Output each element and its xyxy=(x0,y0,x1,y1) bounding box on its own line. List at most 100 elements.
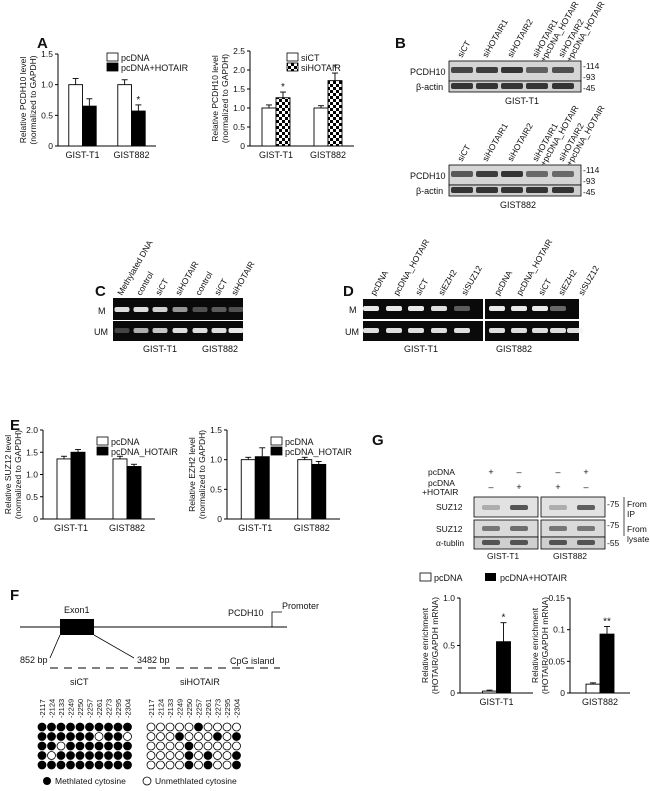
cpg-position: -2250 xyxy=(76,699,85,718)
unmethylated-cpg xyxy=(222,732,232,741)
band xyxy=(511,328,527,333)
methylated-cpg xyxy=(113,760,123,770)
band xyxy=(152,307,168,312)
band xyxy=(133,307,149,312)
sign: – xyxy=(516,467,521,477)
g-legend-b: pcDNA+HOTAIR xyxy=(500,573,568,583)
g-cell-2: GIST882 xyxy=(553,551,587,561)
unmethylated-cpg xyxy=(222,760,232,770)
f-promoter-label: Promoter xyxy=(282,601,319,611)
y-tick-label: 1.0 xyxy=(210,455,222,465)
methylated-cpg xyxy=(123,760,132,770)
bar xyxy=(297,459,313,520)
methylated-cpg xyxy=(85,732,94,741)
band xyxy=(549,526,567,531)
lane-label: Methylated DNA xyxy=(115,238,155,297)
x-tick-label: GIST-T1 xyxy=(238,523,272,533)
band xyxy=(386,328,402,333)
lane-label: siSUZ12 xyxy=(459,264,484,297)
methylated-cpg xyxy=(123,741,132,751)
unmethylated-cpg xyxy=(213,760,222,770)
cpg-position: -2295 xyxy=(223,699,232,718)
cpg-position: -2250 xyxy=(185,699,194,718)
lane-label: siCT xyxy=(455,39,472,59)
legend-entry: pcDNA_HOTAIR xyxy=(285,447,352,457)
methylated-cpg xyxy=(37,751,47,760)
lane-label: siEZH2 xyxy=(436,268,459,297)
band xyxy=(577,540,595,545)
y-axis-label: Relative PCDH10 level(normalized to GAPD… xyxy=(18,55,38,144)
y-tick-label: 0 xyxy=(217,514,222,524)
f-zoom-left xyxy=(49,634,61,659)
band xyxy=(363,306,379,311)
methylated-cpg xyxy=(94,722,104,732)
band xyxy=(510,505,528,510)
band xyxy=(526,171,548,177)
unmethylated-cpg xyxy=(184,722,194,732)
methylated-cpg xyxy=(47,722,56,732)
gel-d-row-m: M xyxy=(349,305,357,315)
band xyxy=(211,328,227,333)
cpg-position: -2249 xyxy=(67,699,76,718)
methylated-cpg xyxy=(175,732,184,741)
band xyxy=(526,187,548,193)
unmethylated-cpg xyxy=(222,722,232,732)
cpg-position: -2249 xyxy=(176,699,185,718)
band xyxy=(577,526,595,531)
band xyxy=(172,328,188,333)
methylated-cpg xyxy=(194,722,203,732)
cpg-position: -2261 xyxy=(204,699,213,718)
lane-label: siCT xyxy=(413,277,430,297)
band xyxy=(133,328,149,333)
methylated-cpg xyxy=(37,722,47,732)
g-label-suz12-ip: SUZ12 xyxy=(436,502,463,512)
band xyxy=(550,328,566,333)
band xyxy=(489,306,505,311)
unmethylated-cpg xyxy=(56,741,66,751)
methylated-cpg xyxy=(47,760,56,770)
f-group-sihotair: siHOTAIR xyxy=(180,677,220,687)
significance-mark: * xyxy=(333,63,337,74)
unmethylated-cpg xyxy=(194,760,203,770)
cpg-position: -2133 xyxy=(166,699,175,718)
y-axis-label: Relative SUZ12 level(normalized to GAPDH… xyxy=(3,430,23,519)
blot-b1-marker-114: -114 xyxy=(583,61,600,71)
unmethylated-cpg xyxy=(146,741,156,751)
band xyxy=(451,187,473,193)
panel-label-e: E xyxy=(10,417,20,434)
methylated-cpg xyxy=(66,741,75,751)
cpg-position: -2273 xyxy=(105,699,114,718)
y-tick-label: 1.0 xyxy=(26,470,38,480)
y-tick-label: 0 xyxy=(33,514,38,524)
panel-label-f: F xyxy=(10,587,19,604)
y-axis-label: Relative EZH2 level(normalized to GAPDH) xyxy=(187,430,207,519)
y-tick-label: 0.1 xyxy=(553,625,565,635)
band xyxy=(510,526,528,531)
methylated-cpg xyxy=(56,751,66,760)
cpg-position: -2124 xyxy=(157,699,166,718)
g-marker-75a: -75 xyxy=(607,499,620,509)
x-tick-label: GIST-T1 xyxy=(54,523,88,533)
band xyxy=(552,171,574,177)
methylated-cpg xyxy=(184,741,194,751)
methylated-cpg xyxy=(113,722,123,732)
unmethylated-cpg xyxy=(222,741,232,751)
band xyxy=(501,67,523,73)
band xyxy=(451,171,473,177)
gel-c-cell-1: GIST-T1 xyxy=(143,344,177,354)
panel-label-d: D xyxy=(343,283,354,300)
bar xyxy=(585,683,601,694)
unmethylated-cpg xyxy=(222,751,232,760)
unmethylated-cpg xyxy=(165,751,175,760)
y-tick-label: 2.5 xyxy=(233,46,245,56)
g-legend-a: pcDNA xyxy=(434,573,463,583)
lane-label: siCT xyxy=(212,277,229,297)
methylated-cpg xyxy=(47,741,56,751)
significance-mark: ** xyxy=(603,617,611,628)
lane-label: control xyxy=(134,270,155,297)
unmethylated-cpg xyxy=(156,741,165,751)
